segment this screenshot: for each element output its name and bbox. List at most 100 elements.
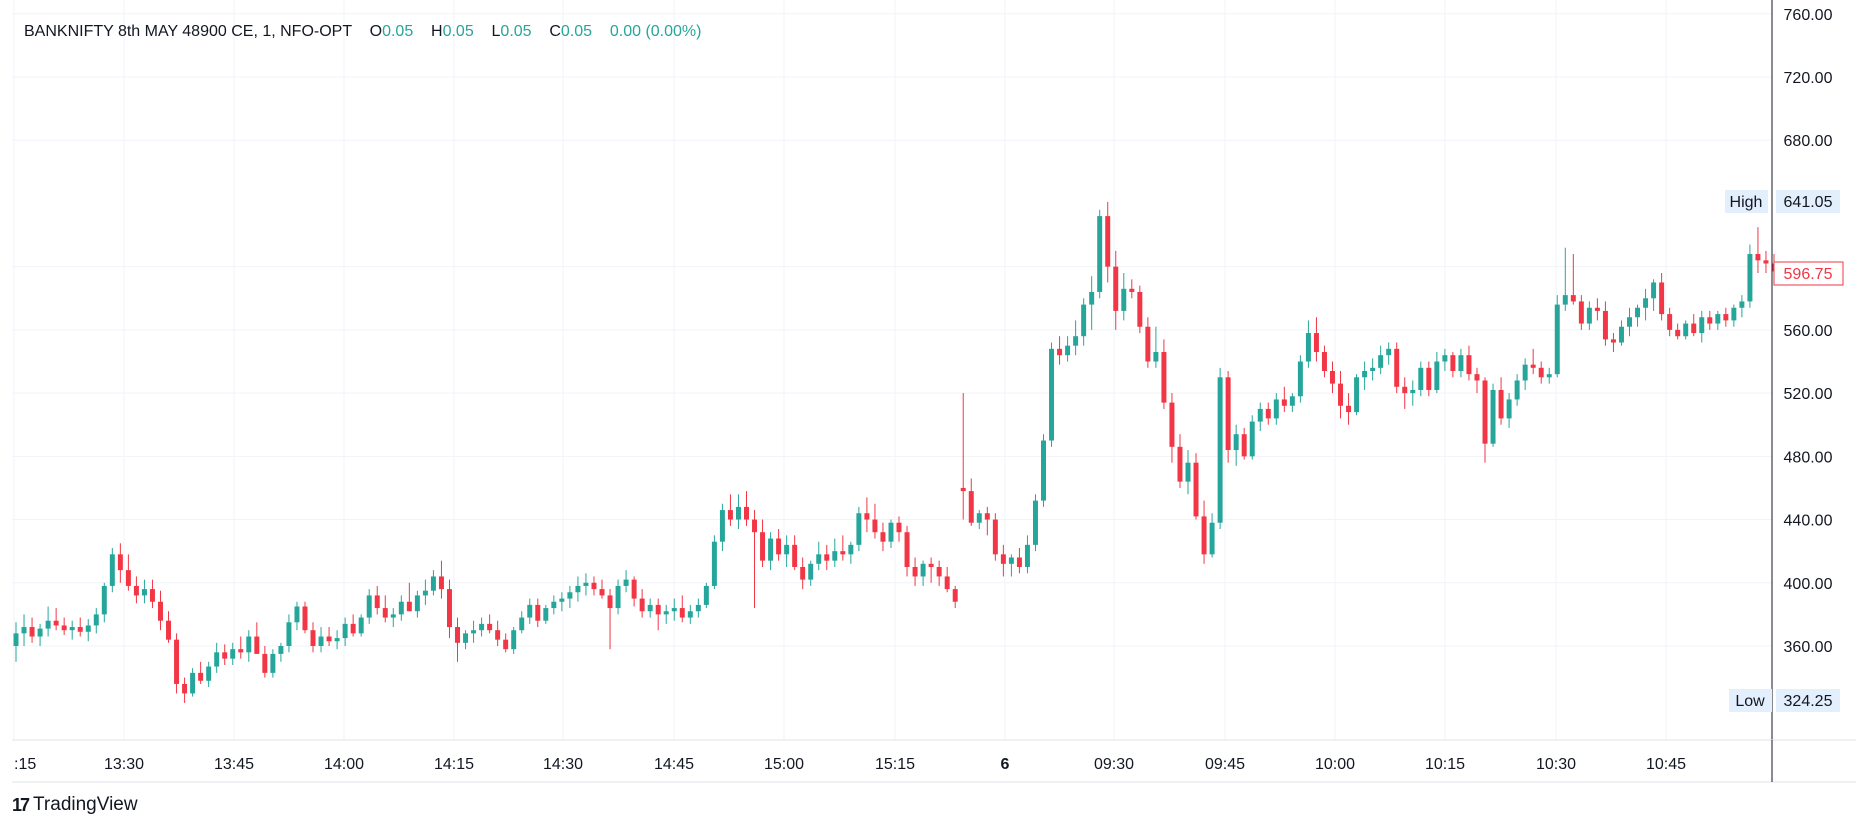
candle <box>639 589 645 618</box>
candle <box>109 548 115 593</box>
candle-body <box>1763 260 1769 264</box>
candle <box>45 606 51 637</box>
candle-body <box>760 532 766 561</box>
candle-body <box>816 554 822 564</box>
candle <box>896 516 902 542</box>
symbol-title[interactable]: BANKNIFTY 8th MAY 48900 CE, 1, NFO-OPT <box>24 23 352 40</box>
price-tick-label: 760.00 <box>1784 7 1833 24</box>
candle <box>663 604 669 624</box>
candle-body <box>527 604 533 618</box>
candle <box>904 525 910 577</box>
candle <box>1338 370 1344 419</box>
candle-body <box>406 601 412 612</box>
candle <box>1065 336 1071 362</box>
candle <box>631 576 637 607</box>
candle-body <box>334 638 340 642</box>
candle-body <box>631 579 637 599</box>
candle <box>687 604 693 624</box>
time-tick-label: 09:45 <box>1205 756 1245 773</box>
candle-body <box>1562 295 1568 305</box>
candle-body <box>776 538 782 555</box>
candle <box>1169 393 1175 463</box>
tradingview-brand[interactable]: 17 TradingView <box>12 794 138 816</box>
candle-body <box>679 608 685 618</box>
candle <box>1241 427 1247 460</box>
candle-body <box>1177 446 1183 482</box>
candle <box>864 497 870 533</box>
time-tick-label: 14:15 <box>434 756 474 773</box>
candle <box>1610 333 1616 353</box>
low-price-label: Low 324.25 <box>1729 689 1840 712</box>
candle <box>342 617 348 646</box>
candle <box>647 598 653 618</box>
candle-body <box>1410 389 1416 394</box>
candle-body <box>69 627 75 631</box>
candle-body <box>85 625 91 632</box>
candle <box>29 617 35 643</box>
time-tick-label: 09:30 <box>1094 756 1134 773</box>
price-tick-label: 480.00 <box>1784 449 1833 466</box>
candle <box>695 598 701 618</box>
candle <box>366 589 372 624</box>
candle-body <box>166 620 172 640</box>
time-axis[interactable]: :15 13:30 13:45 14:00 14:15 14:30 14:45 15:00 15… <box>14 756 1686 773</box>
candle <box>254 622 260 654</box>
candle <box>1466 345 1472 381</box>
candle <box>1739 295 1745 318</box>
candle-body <box>1193 462 1199 517</box>
candle <box>848 541 854 564</box>
candle-body <box>101 585 107 615</box>
time-tick-label: 15:15 <box>875 756 915 773</box>
candle <box>37 623 43 646</box>
candle-body <box>29 627 35 637</box>
candle-body <box>1490 389 1496 444</box>
candle-body <box>864 513 870 520</box>
candle-body <box>687 611 693 618</box>
candle <box>149 579 155 609</box>
high-price-label: High 641.05 <box>1725 190 1840 213</box>
candle <box>246 630 252 662</box>
candle-body <box>350 623 356 634</box>
candle <box>1683 320 1689 340</box>
candle <box>1514 374 1520 406</box>
candle <box>1177 434 1183 488</box>
candle-body <box>888 522 894 542</box>
candle-body <box>1707 317 1713 324</box>
candle <box>1386 342 1392 365</box>
last-price-text: 596.75 <box>1784 266 1833 283</box>
candle-body <box>1321 352 1327 371</box>
candle-body <box>1418 367 1424 390</box>
candle-body <box>206 666 212 681</box>
candle <box>968 478 974 526</box>
candle <box>1450 352 1456 378</box>
candle <box>936 560 942 586</box>
candle <box>527 598 533 624</box>
candle <box>1755 227 1761 273</box>
candle-body <box>294 606 300 623</box>
candle-body <box>511 630 517 650</box>
candle <box>1418 361 1424 397</box>
candle <box>1016 548 1022 574</box>
candle <box>1081 298 1087 346</box>
high-label: H <box>431 23 443 40</box>
candle <box>21 614 27 646</box>
candle-body <box>174 639 180 684</box>
candle-body <box>374 595 380 609</box>
price-tick-label: 560.00 <box>1784 323 1833 340</box>
candle <box>623 570 629 593</box>
candle <box>760 519 766 567</box>
candle-body <box>430 576 436 591</box>
candle <box>93 608 99 634</box>
candle <box>1265 402 1271 425</box>
candle <box>591 576 597 596</box>
candle-body <box>768 538 774 561</box>
time-tick-label: 10:30 <box>1536 756 1576 773</box>
candle-body <box>382 608 388 618</box>
candle-body <box>270 653 276 673</box>
candle-body <box>246 636 252 653</box>
candle <box>1691 314 1697 337</box>
candle <box>1297 355 1303 403</box>
candle-body <box>1041 440 1046 501</box>
